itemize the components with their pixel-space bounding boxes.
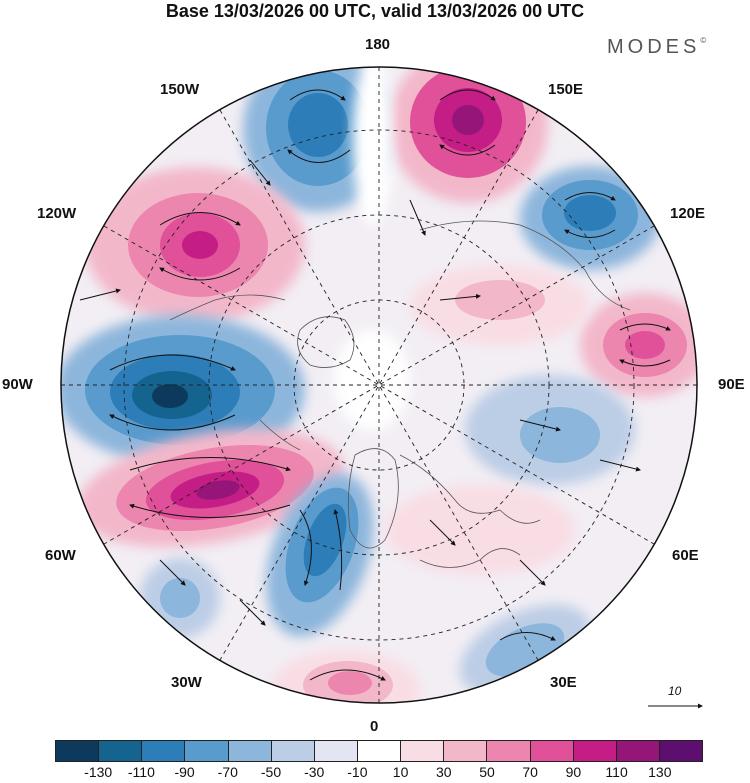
colorbar-swatch	[616, 741, 660, 761]
coastlines	[169, 220, 631, 568]
okhotsk-high	[580, 293, 697, 397]
lon-label-180: 180	[365, 36, 391, 53]
brand-text: MODES	[607, 36, 701, 58]
lon-label-150w: 150W	[160, 81, 200, 98]
colorbar-tick-label: -90	[174, 764, 195, 780]
alaska-high	[85, 167, 305, 323]
colorbar-tick-label: -70	[217, 764, 238, 780]
colorbar-tick-label: -30	[304, 764, 325, 780]
colorbar-swatch	[444, 741, 488, 761]
reference-vector-label: 10	[668, 684, 682, 698]
colorbar-swatch	[530, 741, 574, 761]
lon-label-60w: 60W	[45, 547, 76, 564]
lon-label-90w: 90W	[2, 376, 33, 393]
lon-label-0: 0	[370, 718, 379, 735]
copyright-mark: ©	[700, 36, 707, 45]
colorbar-swatch	[573, 741, 617, 761]
colorbar-swatch	[228, 741, 272, 761]
colorbar-swatch	[142, 741, 186, 761]
colorbar-tick-label: -130	[84, 764, 113, 780]
lon-label-60e: 60E	[672, 547, 699, 564]
east-siberia-low	[520, 166, 660, 270]
modes-logo: MODES©	[607, 36, 706, 59]
colorbar-swatch	[314, 741, 358, 761]
colorbar-tick-label: -110	[127, 764, 155, 780]
colorbar-swatch	[271, 741, 315, 761]
colorbar	[55, 740, 703, 762]
eurasia-weak-low	[465, 375, 635, 485]
map-title: Base 13/03/2026 00 UTC, valid 13/03/2026…	[165, 1, 585, 21]
north-pacific-high	[388, 67, 548, 203]
lon-label-90e: 90E	[718, 376, 745, 393]
colorbar-tick-label: 50	[479, 764, 495, 780]
wind-streamlines	[79, 89, 671, 681]
lon-label-30w: 30W	[171, 674, 202, 691]
siberia-weak-high	[410, 265, 590, 345]
colorbar-tick-label: 70	[522, 764, 538, 780]
map-boundary	[60, 66, 698, 704]
colorbar-swatch	[487, 741, 531, 761]
lon-label-120e: 120E	[670, 205, 706, 222]
colorbar-swatch	[357, 741, 402, 761]
north-atlantic-high	[270, 650, 420, 703]
colorbar-swatch	[185, 741, 229, 761]
colorbar-swatch	[401, 741, 445, 761]
colorbar-swatch	[99, 741, 143, 761]
colorbar-tick-label: 90	[565, 764, 582, 780]
colorbar-ticks: -130 -110 -90 -70 -50 -30 -10 10 30 50 70 90 110 130	[55, 764, 703, 782]
colorbar-tick-label: -50	[260, 764, 282, 780]
colorbar-swatch	[56, 741, 100, 761]
west-atlantic-low	[140, 558, 220, 638]
lon-label-150e: 150E	[548, 81, 584, 98]
colorbar-swatch	[659, 741, 703, 761]
colorbar-tick-label: 30	[436, 764, 452, 780]
colorbar-tick-label: -10	[347, 764, 368, 780]
colorbar-tick-label: 130	[648, 764, 672, 780]
lon-label-30e: 30E	[550, 674, 577, 691]
hudson-low	[61, 315, 305, 465]
eurasia-weak-high	[385, 485, 575, 575]
pole-neutral	[334, 67, 410, 430]
lon-label-120w: 120W	[37, 205, 77, 222]
atlantic-high	[76, 428, 344, 548]
colorbar-tick-label: 10	[392, 764, 409, 780]
colorbar-tick-label: 110	[605, 764, 628, 780]
graticule	[61, 67, 697, 703]
